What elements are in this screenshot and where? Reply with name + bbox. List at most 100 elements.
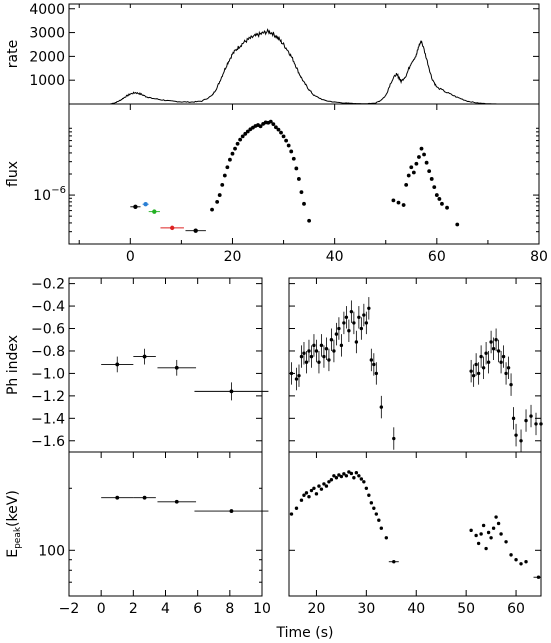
epeak-late-point — [469, 528, 473, 533]
epeak-ytick-label: 100 — [38, 543, 65, 559]
phindex-late-point — [474, 362, 478, 367]
epeak-late-point — [486, 530, 491, 535]
epeak-ylabel-e: E — [5, 549, 21, 558]
flux-point — [291, 156, 296, 161]
epeak-late-point — [489, 536, 493, 540]
epeak-early-xtick-label: 4 — [161, 601, 170, 617]
flux-point — [286, 143, 291, 148]
flux-point — [406, 173, 411, 178]
epeak-late-frame — [288, 451, 542, 597]
epeak-late-point — [519, 562, 523, 566]
flux-point — [419, 146, 424, 151]
flux-ylabel: flux — [5, 161, 21, 187]
phindex-early-frame — [68, 277, 263, 453]
epeak-late-point — [302, 493, 306, 497]
epeak-early-xtick-label: 2 — [129, 601, 138, 617]
phindex-early-point — [229, 389, 234, 394]
phindex-ytick-label: −0.6 — [31, 322, 65, 338]
phindex-late-point — [314, 349, 319, 353]
flux-point — [240, 134, 245, 139]
flux-point — [424, 160, 429, 165]
epeak-late-point — [319, 487, 324, 491]
epeak-late-point — [479, 532, 483, 536]
phindex-ylabel: Ph index — [5, 335, 21, 395]
epeak-late-point — [481, 523, 486, 528]
flux-point — [307, 218, 312, 223]
epeak-late-point — [377, 518, 381, 522]
epeak-late-point — [299, 498, 304, 502]
phindex-late-point — [514, 433, 518, 437]
flux-point — [429, 177, 434, 181]
flux-xtick-label: 80 — [530, 249, 548, 265]
phindex-late-point — [471, 373, 476, 378]
phindex-ytick-label: −0.4 — [31, 299, 65, 315]
phindex-late-panel — [289, 278, 543, 452]
phindex-late-point — [354, 340, 359, 344]
epeak-late-point — [362, 480, 366, 484]
epeak-late-point — [364, 486, 369, 490]
flux-early-point — [193, 228, 198, 233]
flux-xtick-label: 20 — [224, 249, 242, 265]
flux-point — [455, 222, 460, 227]
epeak-late-point — [334, 476, 339, 480]
flux-point — [434, 193, 439, 197]
phindex-ytick-label: −1.0 — [31, 366, 65, 382]
epeak-early-xtick-label: −2 — [59, 601, 80, 617]
phindex-late-point — [294, 377, 299, 381]
epeak-late-point — [499, 532, 503, 536]
phindex-late-point — [392, 436, 396, 441]
epeak-ylabel-sub: peak — [13, 526, 23, 549]
phindex-late-point — [372, 362, 376, 367]
epeak-late-point — [514, 558, 518, 562]
epeak-late-point — [494, 515, 498, 519]
phindex-late-point — [357, 315, 361, 319]
epeak-late-point — [524, 560, 528, 564]
flux-ytick-label: 10 — [33, 188, 51, 204]
flux-point — [235, 141, 240, 146]
phindex-ytick-label: −1.2 — [31, 389, 65, 405]
phindex-late-point — [367, 306, 371, 311]
flux-point — [233, 146, 237, 151]
flux-point — [289, 149, 294, 154]
epeak-late-point — [344, 474, 349, 478]
epeak-late-point — [357, 474, 361, 478]
phindex-late-point — [506, 366, 511, 370]
phindex-late-point — [302, 351, 306, 355]
flux-point — [217, 193, 222, 197]
phindex-late-point — [511, 416, 516, 421]
flux-point — [409, 165, 414, 170]
phindex-ytick-label: −1.6 — [31, 434, 65, 450]
flux-point — [401, 203, 406, 207]
rate-ytick-label: 2000 — [29, 49, 65, 65]
rate-curve — [69, 28, 539, 105]
epeak-late-point — [342, 472, 346, 476]
epeak-late-xtick-label: 40 — [407, 601, 425, 617]
epeak-late-point — [367, 493, 371, 497]
flux-point — [243, 131, 248, 136]
flux-point — [215, 199, 220, 204]
epeak-late-point — [289, 512, 294, 516]
flux-point — [445, 205, 449, 210]
phindex-late-point — [524, 418, 528, 423]
flux-point — [404, 182, 409, 187]
phindex-late-point — [309, 354, 314, 359]
flux-point — [391, 198, 396, 203]
phindex-late-point — [317, 360, 321, 364]
flux-point — [274, 125, 278, 130]
flux-point — [238, 137, 243, 142]
epeak-ylabel: Epeak(keV) — [5, 490, 23, 558]
flux-point — [210, 207, 214, 212]
phindex-late-point — [489, 340, 493, 344]
phindex-late-point — [312, 343, 316, 348]
phindex-late-point — [529, 414, 533, 418]
phindex-late-point — [322, 354, 326, 359]
epeak-early-xtick-label: 6 — [193, 601, 202, 617]
epeak-late-point — [496, 521, 501, 526]
epeak-late-point — [359, 477, 364, 481]
flux-point — [422, 152, 426, 157]
phindex-early-point — [174, 365, 179, 370]
epeak-late-point — [372, 506, 376, 510]
epeak-late-panel: 20 30 40 50 60 — [289, 452, 541, 617]
flux-point — [271, 122, 276, 127]
epeak-early-xtick-label: 10 — [253, 601, 271, 617]
